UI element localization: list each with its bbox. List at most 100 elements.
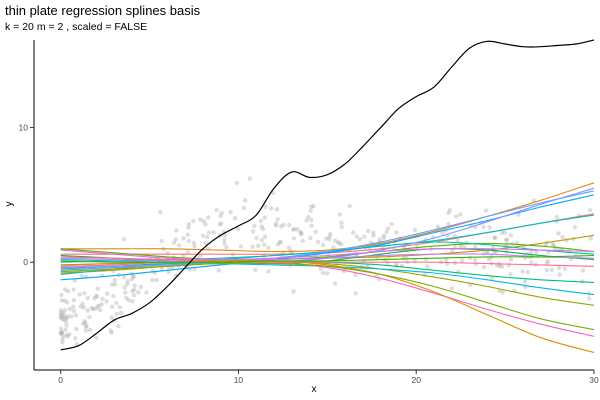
scatter-point [459,258,465,263]
scatter-point [328,231,333,237]
scatter-point [206,215,211,220]
scatter-point [492,235,497,240]
scatter-point [277,239,283,245]
scatter-point [90,307,96,312]
scatter-point [483,208,489,213]
scatter-point [232,216,238,221]
scatter-point [130,289,135,294]
scatter-point [491,250,496,255]
scatter-point [154,277,159,283]
x-tick-label: 30 [589,375,599,385]
scatter-point [266,245,271,251]
scatter-point [508,257,514,262]
scatter-point [61,311,67,316]
scatter-point [455,238,460,243]
scatter-point [219,221,224,226]
chart-title: thin plate regression splines basis [5,3,201,18]
scatter-point [259,224,264,229]
scatter-point [347,203,352,209]
scatter-point [412,259,417,264]
scatter-point [243,198,248,203]
scatter-point [131,293,137,298]
scatter-point [308,208,313,213]
scatter-point [313,229,318,235]
scatter-point [389,221,394,227]
scatter-point [394,230,399,235]
scatter-point [87,314,92,320]
scatter-point [493,235,498,241]
scatter-point [58,312,63,317]
scatter-point [62,298,67,303]
scatter-point [67,306,73,312]
scatter-point [71,298,77,303]
scatter-point [549,267,555,272]
scatter-point [440,230,445,235]
scatter-point [274,207,280,212]
scatter-point [325,271,330,276]
scatter-point [129,277,134,282]
scatter-point [186,222,192,227]
scatter-point [99,302,104,307]
basis-function-line-5 [60,242,595,261]
scatter-point [59,298,64,303]
scatter-point [318,266,323,272]
scatter-point [447,208,452,213]
scatter-point [181,236,186,241]
scatter-point [58,308,63,313]
scatter-point [299,230,304,235]
scatter-point [263,204,268,210]
scatter-point [144,290,149,295]
scatter-point [85,308,91,313]
scatter-point [274,221,279,226]
scatter-point [281,222,286,228]
scatter-point [336,241,342,246]
basis-functions [60,182,595,354]
scatter-point [63,314,68,320]
scatter-point [473,244,478,249]
scatter-point [59,330,64,335]
scatter-point [95,286,101,291]
scatter-point [381,235,386,241]
scatter-point [235,226,241,232]
scatter-point [321,242,326,248]
scatter-point [218,213,223,219]
scatter-point [487,225,492,230]
scatter-point [122,285,127,290]
scatter-point [339,242,344,247]
scatter-point [65,334,71,339]
scatter-point [104,299,109,304]
scatter-point [300,238,305,244]
scatter-point [62,317,67,322]
scatter-point [449,286,454,291]
scatter-point [59,313,64,318]
scatter-point [262,234,268,239]
scatter-point [60,340,65,345]
scatter-point [324,236,329,241]
scatter-point [74,342,79,347]
scatter-point [522,279,528,284]
scatter-point [353,272,358,277]
scatter-point [211,230,216,235]
scatter-point [377,237,382,242]
scatter-point [185,232,191,237]
scatter-point [136,290,141,295]
scatter-point [77,292,82,297]
scatter-point [331,245,336,250]
scatter-point [508,233,513,238]
scatter-point [214,207,219,213]
scatter-point [258,218,264,224]
scatter-point [174,228,179,233]
scatter-point [298,230,303,235]
scatter-point [371,233,376,238]
scatter-point [545,259,551,264]
scatter-point [60,336,65,342]
scatter-point [295,227,300,232]
scatter-point [89,305,95,311]
scatter-point [191,240,196,246]
scatter-point [560,234,565,240]
scatter-point [125,282,130,287]
scatter-point [254,235,259,241]
scatter-point [499,230,505,235]
scatter-point [554,214,560,220]
